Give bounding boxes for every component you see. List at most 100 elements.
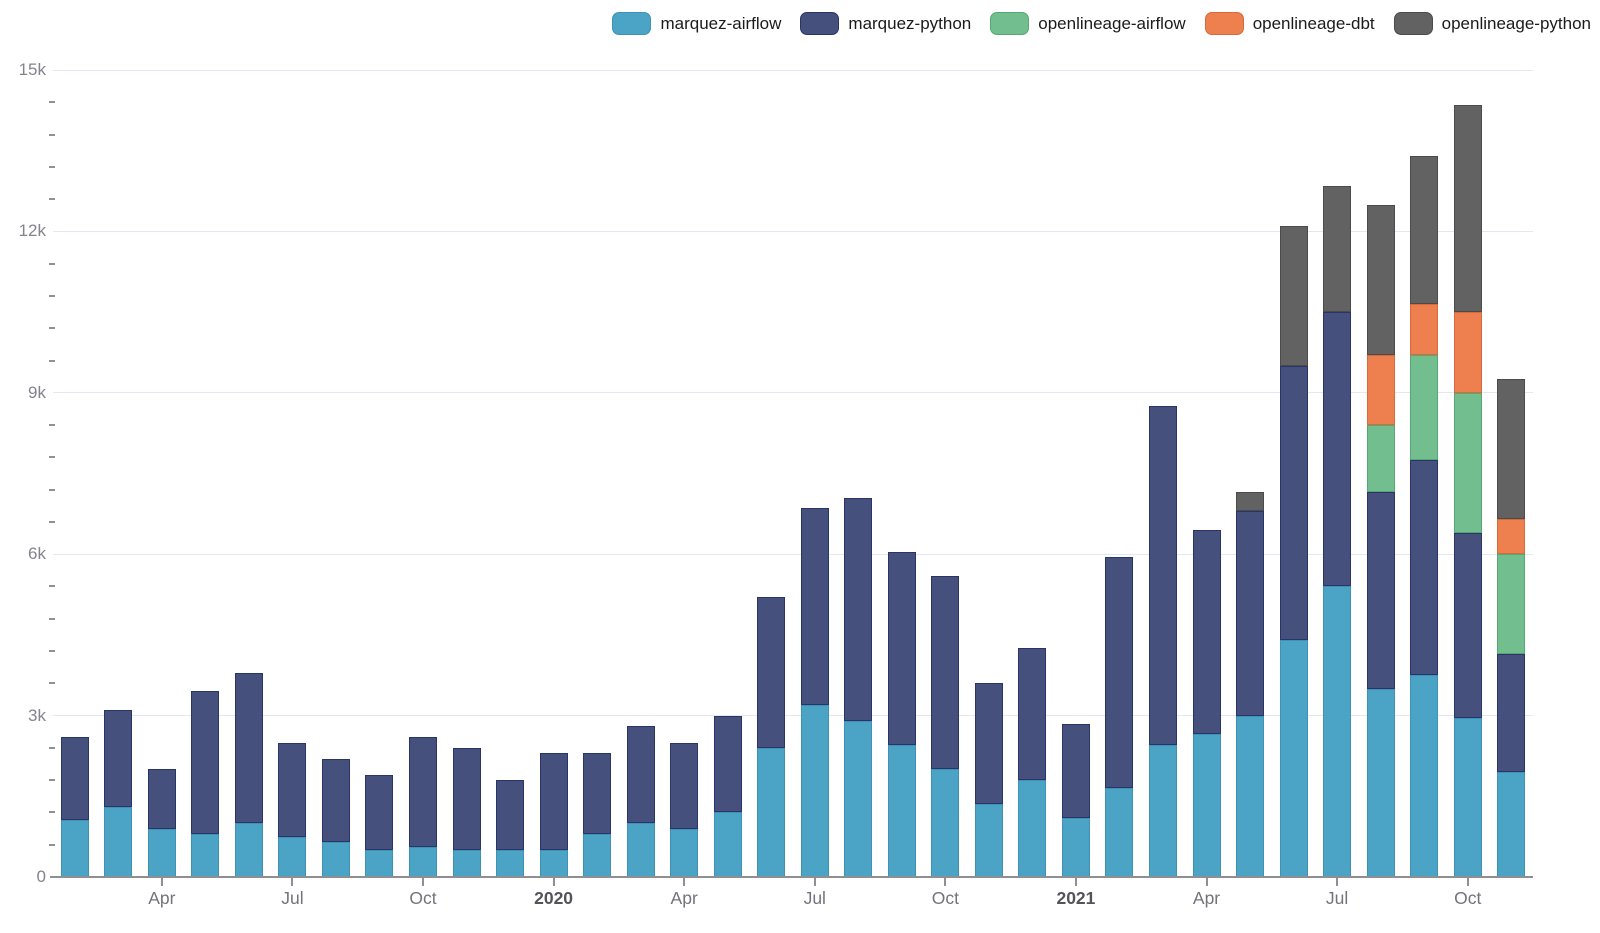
bar-may-2021[interactable] [1236,492,1265,877]
legend-item-marquez-python[interactable]: marquez-python [800,12,971,35]
legend-item-marquez-airflow[interactable]: marquez-airflow [612,12,781,35]
bar-nov-2021[interactable] [1497,379,1526,877]
bar-may-2019[interactable] [191,691,220,877]
segment-marquez-airflow [800,704,829,877]
segment-marquez-airflow [626,823,655,877]
bar-mar-2021[interactable] [1149,406,1177,877]
segment-marquez-python [1149,406,1177,746]
segment-marquez-python [1236,511,1265,716]
segment-marquez-python [1105,556,1134,789]
segment-marquez-airflow [1279,640,1308,877]
y-minor-tick [49,650,55,653]
legend-swatch-marquez-python [800,12,840,35]
bar-dec-2019[interactable] [496,780,525,877]
bar-jun-2020[interactable] [757,597,786,877]
bar-mar-2020[interactable] [626,726,655,877]
segment-openlineage-dbt [1497,519,1526,555]
segment-openlineage-dbt [1410,304,1439,356]
segment-marquez-airflow [887,745,916,877]
segment-openlineage-dbt [1453,312,1482,393]
bar-jul-2020[interactable] [800,508,829,877]
bar-feb-2021[interactable] [1105,556,1134,877]
segment-marquez-python [757,597,786,748]
bar-nov-2019[interactable] [452,747,481,877]
bar-apr-2021[interactable] [1192,529,1221,877]
segment-marquez-python [1192,529,1221,735]
x-axis-tick [944,878,947,886]
segment-marquez-airflow [234,823,263,877]
legend-item-openlineage-dbt[interactable]: openlineage-dbt [1204,12,1375,35]
segment-marquez-python [452,747,481,851]
gridline-3k [53,715,1533,717]
bar-feb-2019[interactable] [60,737,89,877]
legend-item-openlineage-airflow[interactable]: openlineage-airflow [990,12,1186,35]
legend-swatch-openlineage-python [1393,12,1433,35]
bar-dec-2020[interactable] [1018,648,1047,877]
y-minor-tick [49,617,55,620]
y-minor-tick [49,133,55,136]
segment-marquez-airflow [409,847,437,877]
segment-marquez-airflow [1410,675,1439,877]
bar-jan-2020[interactable] [539,753,568,877]
segment-marquez-python [1323,312,1352,587]
segment-marquez-python [60,737,89,821]
x-axis-tick [291,878,294,886]
bar-jul-2021[interactable] [1323,185,1352,877]
bar-aug-2020[interactable] [844,497,873,877]
segment-openlineage-airflow [1497,554,1526,654]
segment-marquez-python [147,769,176,829]
segment-marquez-airflow [1149,745,1177,877]
bar-jul-2019[interactable] [278,742,307,878]
bar-apr-2020[interactable] [670,742,699,878]
segment-openlineage-airflow [1453,392,1482,533]
bar-may-2020[interactable] [713,715,742,877]
segment-marquez-python [887,551,916,746]
x-axis-tick [160,878,163,886]
bar-sep-2020[interactable] [887,551,916,877]
segment-marquez-python [321,758,350,842]
y-axis-label: 0 [36,867,46,886]
segment-marquez-airflow [191,833,220,877]
bar-oct-2021[interactable] [1453,104,1482,877]
bar-oct-2020[interactable] [931,575,960,877]
segment-marquez-airflow [104,807,133,877]
bar-jun-2019[interactable] [234,672,263,877]
bar-aug-2021[interactable] [1366,204,1395,878]
segment-marquez-airflow [60,820,89,877]
bar-aug-2019[interactable] [321,758,350,877]
bar-jun-2021[interactable] [1279,226,1308,877]
gridline-12k [53,230,1533,232]
segment-marquez-python [496,780,525,851]
segment-marquez-python [1018,648,1047,781]
x-axis-month-label: Apr [670,888,698,908]
segment-openlineage-python [1366,204,1395,356]
legend-swatch-marquez-airflow [612,12,652,35]
legend: marquez-airflow marquez-python openlineage… [612,12,1591,35]
y-minor-tick [49,262,55,265]
legend-item-openlineage-python[interactable]: openlineage-python [1393,12,1591,35]
y-axis-label: 12k [18,221,46,241]
segment-marquez-python [365,774,394,851]
bar-sep-2021[interactable] [1410,156,1439,877]
bar-feb-2020[interactable] [583,753,612,877]
x-axis-year-label: 2020 [534,888,574,908]
bar-apr-2019[interactable] [147,769,176,877]
x-axis-tick [1466,878,1469,886]
bar-jan-2021[interactable] [1061,723,1090,877]
bar-mar-2019[interactable] [104,710,133,877]
legend-label: openlineage-python [1441,13,1591,33]
bar-oct-2019[interactable] [409,737,437,877]
y-minor-tick [49,520,55,523]
bar-nov-2020[interactable] [974,683,1003,877]
x-axis-tick [422,878,424,886]
segment-openlineage-python [1323,185,1352,313]
bar-sep-2019[interactable] [365,774,394,877]
segment-marquez-python [1453,532,1482,719]
segment-marquez-airflow [1453,718,1482,877]
segment-marquez-airflow [1497,772,1526,877]
x-axis-tick [1336,878,1339,886]
segment-marquez-python [1366,492,1395,689]
y-axis-label: 9k [28,382,46,402]
segment-marquez-airflow [496,850,525,877]
